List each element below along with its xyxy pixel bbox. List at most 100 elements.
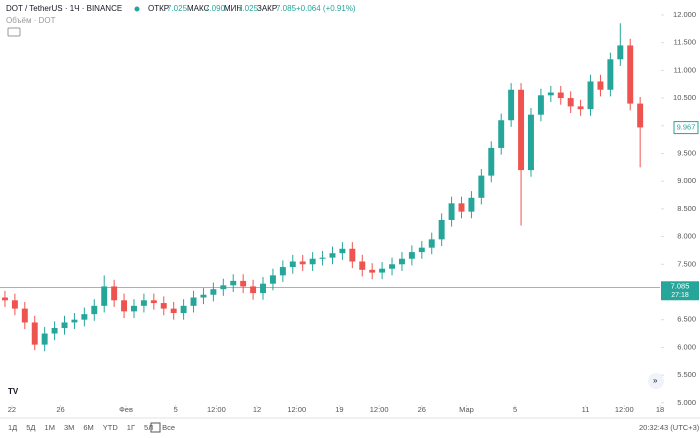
scroll-button[interactable]	[648, 373, 664, 389]
low-value: 7.025	[238, 4, 259, 13]
y-tick-label: 8.000	[677, 232, 696, 241]
candle-body	[71, 319, 78, 323]
candle-body	[240, 280, 247, 287]
countdown: 27:18	[671, 292, 689, 299]
candle-body	[528, 114, 534, 171]
y-tick-label: 11.500	[674, 38, 696, 47]
candle-body	[200, 294, 207, 298]
candle-body	[339, 248, 346, 254]
range-button[interactable]: 5Д	[26, 423, 35, 432]
candle-body	[190, 297, 197, 306]
open-value: 7.025	[167, 4, 188, 13]
candle-body	[140, 300, 147, 306]
candle-body	[389, 264, 396, 269]
candle-body	[230, 280, 237, 286]
candle-body	[448, 203, 455, 220]
candle-body	[61, 322, 68, 328]
candle-body	[269, 275, 276, 284]
range-button[interactable]: 1М	[45, 423, 55, 432]
x-tick-label: Фев	[119, 405, 133, 414]
candle-body	[51, 327, 58, 334]
y-tick-label: 7.500	[677, 259, 696, 268]
candle-body	[587, 81, 594, 110]
range-button[interactable]: YTD	[103, 423, 119, 432]
candle-body	[101, 286, 108, 306]
close-value: 7.085	[276, 4, 297, 13]
last-price-label: 7.085	[671, 281, 690, 290]
candle-body	[369, 269, 376, 273]
candle-body	[319, 257, 326, 259]
candle-body	[150, 300, 157, 304]
open-label: ОТКР	[148, 4, 169, 13]
x-tick-label: 12:00	[615, 405, 634, 414]
candle-body	[379, 268, 386, 273]
candle-body	[210, 289, 217, 295]
x-tick-label: 18	[656, 405, 664, 414]
candle-body	[160, 303, 167, 309]
x-tick-label: Мар	[459, 405, 474, 414]
close-label: ЗАКР	[257, 4, 277, 13]
range-button[interactable]: Все	[162, 423, 175, 432]
candle-body	[468, 197, 475, 212]
range-button[interactable]: 3М	[64, 423, 74, 432]
symbol: DOT / TetherUS · 1Ч · BINANCE	[6, 4, 122, 13]
last-price-box	[661, 281, 699, 301]
volume-label: Объём · DOT	[6, 16, 56, 25]
x-tick-label: 12:00	[207, 405, 226, 414]
candle-body	[537, 95, 544, 115]
y-tick-label: 5.500	[677, 370, 696, 379]
candle-body	[359, 261, 366, 270]
x-tick-label: 22	[8, 405, 16, 414]
candle-body	[31, 322, 38, 345]
candle-body	[408, 252, 415, 259]
y-tick-label: 12.000	[673, 10, 696, 19]
x-tick-label: 12:00	[287, 405, 306, 414]
status-dot	[134, 6, 140, 12]
clock: 20:32:43 (UTC+3)	[639, 423, 700, 432]
candle-body	[498, 120, 505, 148]
candle-body	[21, 308, 28, 323]
candle-body	[488, 147, 495, 176]
candle-body	[289, 261, 296, 268]
candle-body	[438, 219, 445, 240]
candle-body	[131, 305, 137, 312]
marker-price-box	[673, 121, 699, 135]
candle-body	[607, 59, 614, 90]
candle-body	[637, 103, 644, 128]
y-tick-label: 6.000	[677, 342, 696, 351]
x-tick-label: 12:00	[370, 405, 389, 414]
candle-body	[458, 203, 465, 212]
range-button[interactable]: 1Г	[127, 423, 135, 432]
candle-body	[180, 305, 187, 314]
candle-body	[597, 81, 604, 90]
range-button[interactable]: 6М	[83, 423, 93, 432]
range-button[interactable]: 5Л	[144, 423, 153, 432]
candle-body	[260, 283, 266, 294]
date-range-icon[interactable]	[150, 422, 161, 433]
candle-body	[279, 267, 286, 276]
collapse-button[interactable]	[7, 27, 21, 37]
y-tick-label: 9.000	[677, 176, 696, 185]
y-tick-label: 6.500	[677, 315, 696, 324]
tv-logo: TV	[8, 387, 19, 396]
x-tick-label: 5	[513, 405, 517, 414]
x-tick-label: 26	[56, 405, 64, 414]
scroll-icon: »	[653, 376, 658, 385]
y-tick-label: 11.000	[674, 65, 696, 74]
candle-body	[170, 308, 177, 314]
y-tick-label: 9.500	[677, 148, 696, 157]
candle-body	[627, 45, 634, 104]
candle-body	[349, 248, 356, 262]
x-tick-label: 19	[335, 405, 343, 414]
candle-body	[617, 45, 624, 60]
range-button[interactable]: 1Д	[8, 423, 17, 432]
candle-body	[418, 247, 425, 253]
candle-body	[41, 333, 48, 345]
candle-body	[577, 106, 584, 110]
candle-body	[557, 92, 564, 99]
candle-body	[81, 314, 88, 320]
x-tick-label: 5	[174, 405, 178, 414]
candle-body	[547, 92, 554, 96]
candle-body	[478, 175, 485, 198]
